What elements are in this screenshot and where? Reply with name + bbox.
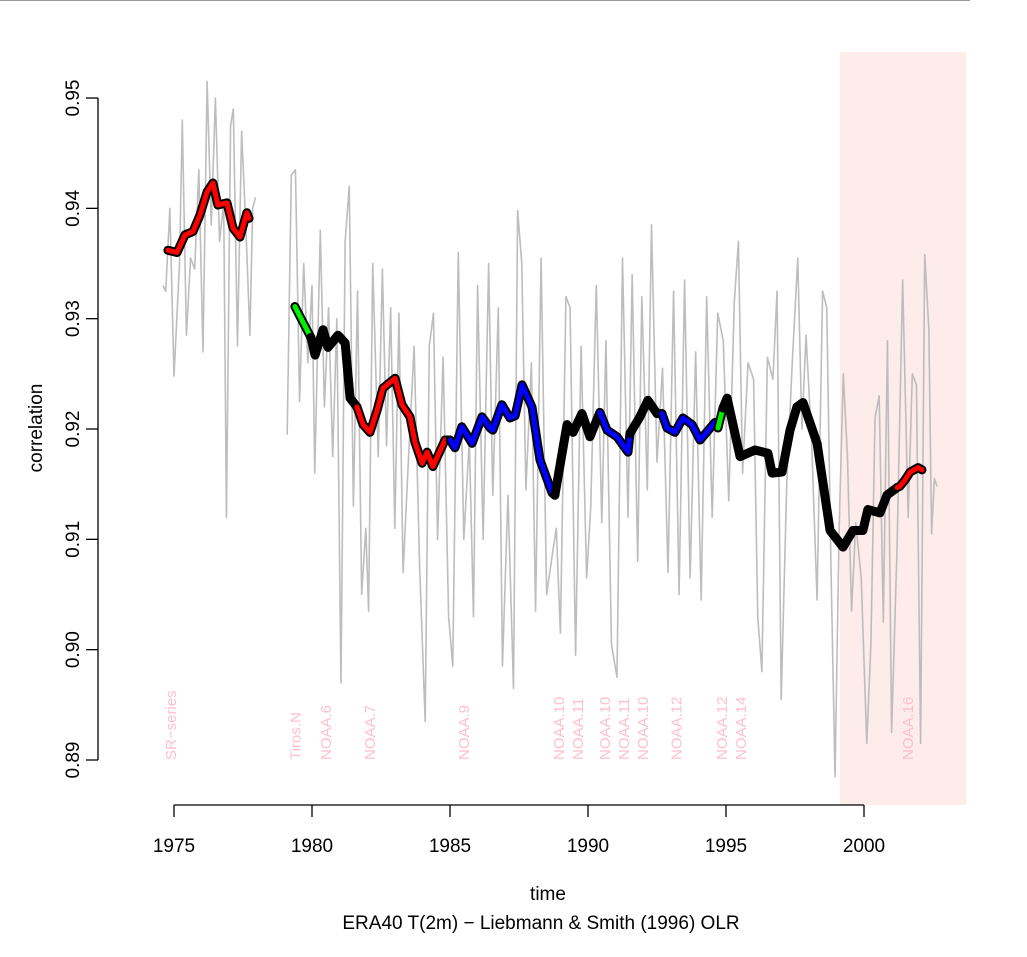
smoothed-segment (354, 375, 453, 470)
smoothed-segment-outline (550, 407, 605, 500)
satellite-label: NOAA.7 (362, 705, 379, 760)
raw-series-line (286, 168, 938, 778)
satellite-label: NOAA.11 (616, 698, 633, 760)
satellite-label: NOAA.14 (733, 697, 750, 760)
x-tick-label: 1975 (153, 836, 195, 857)
smoothed-series-layer (163, 178, 927, 552)
x-tick-label: 1995 (705, 836, 747, 857)
y-tick-label: 0.89 (63, 742, 84, 779)
satellite-label: NOAA.10 (597, 697, 614, 760)
satellite-label: NOAA.11 (570, 698, 587, 760)
smoothed-segment (894, 465, 925, 490)
smoothed-segment (447, 382, 558, 498)
chart-subtitle: ERA40 T(2m) − Liebmann & Smith (1996) OL… (342, 913, 739, 934)
smoothed-segment (597, 409, 633, 455)
y-tick-label: 0.91 (63, 521, 84, 558)
x-tick-label: 1990 (567, 836, 609, 857)
shaded-region (839, 52, 967, 805)
raw-series-layer (162, 80, 938, 778)
y-axis-label: correlation (26, 384, 47, 473)
raw-series-line (162, 80, 257, 519)
y-tick-label: 0.95 (63, 80, 84, 117)
satellite-label: Tiros.N (287, 712, 304, 760)
satellite-label: NOAA.16 (900, 697, 917, 760)
smoothed-segment (165, 180, 252, 255)
satellite-label: NOAA.12 (714, 697, 731, 760)
smoothed-segment-outline (718, 393, 902, 552)
smoothed-segment-outline (306, 325, 362, 412)
x-tick-label: 2000 (843, 836, 885, 857)
satellite-label: NOAA.12 (668, 697, 685, 760)
x-tick-label: 1980 (291, 836, 333, 857)
x-tick-label: 1985 (429, 836, 471, 857)
smoothed-segment (292, 304, 314, 340)
axes: 0.89 0.90 0.91 0.92 0.93 0.94 0.95 1975 1980 1985… (63, 80, 885, 857)
shaded-region-layer (839, 52, 967, 805)
y-tick-label: 0.94 (63, 189, 84, 226)
satellite-label: NOAA.10 (635, 697, 652, 760)
x-axis-label: time (530, 884, 566, 905)
satellite-labels: SR−series Tiros.N NOAA.6 NOAA.7 NOAA.9 NOAA.1… (163, 690, 917, 760)
smoothed-segment (659, 411, 721, 443)
satellite-label: NOAA.10 (551, 697, 568, 760)
satellite-label: NOAA.9 (456, 705, 473, 760)
y-tick-label: 0.92 (63, 411, 84, 448)
satellite-label: SR−series (163, 690, 180, 760)
satellite-label: NOAA.6 (318, 705, 335, 760)
y-tick-label: 0.93 (63, 300, 84, 337)
y-tick-label: 0.90 (63, 631, 84, 668)
